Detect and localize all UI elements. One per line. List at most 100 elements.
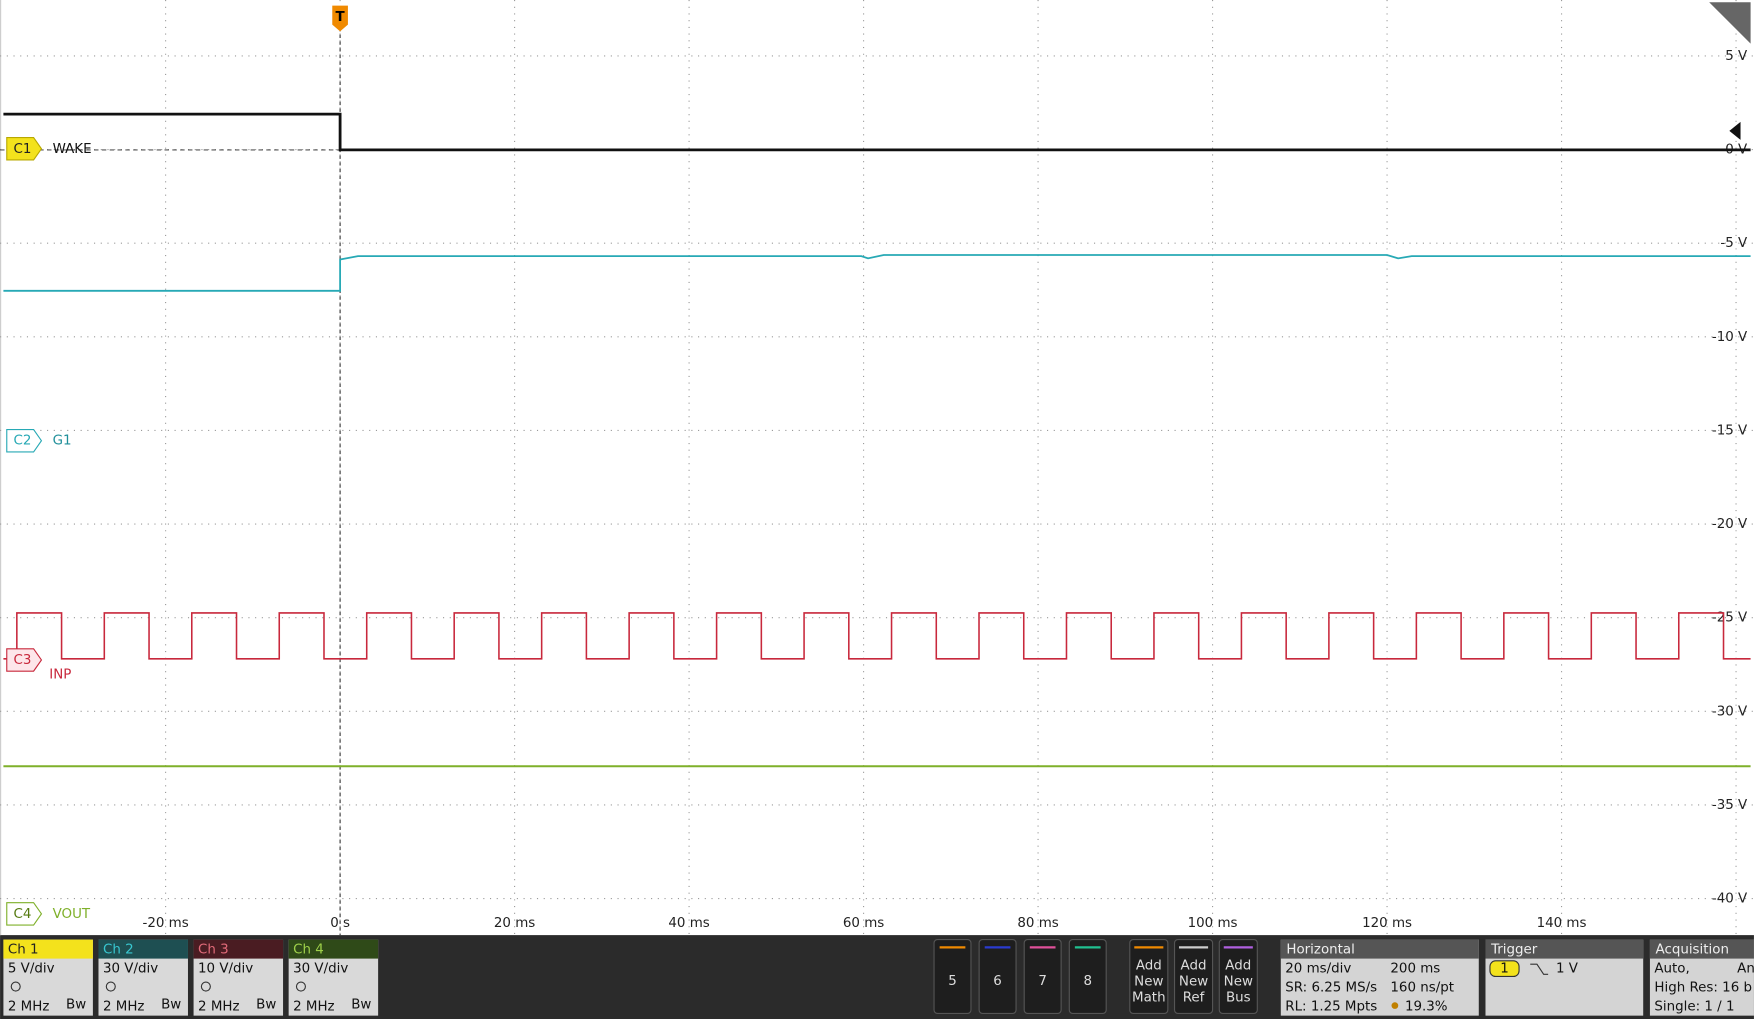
panel-title: Trigger: [1490, 943, 1538, 958]
status-dot: [1391, 1002, 1399, 1009]
bw-flag: Bw: [161, 997, 181, 1012]
channel-bandwidth: 2 MHz: [293, 1000, 334, 1015]
button-label: 5: [948, 974, 957, 989]
probe-icon: [105, 981, 116, 992]
add-button[interactable]: [1129, 939, 1169, 1014]
x-axis-label: 100 ms: [1188, 916, 1238, 931]
channel-name: VOUT: [53, 907, 91, 922]
horizontal-value: 19.3%: [1405, 1000, 1448, 1015]
add-button-label: Add: [1225, 958, 1251, 973]
x-axis-label: 120 ms: [1362, 916, 1412, 931]
channel-name: G1: [53, 434, 72, 449]
y-axis-label: -15 V: [1712, 423, 1748, 438]
channel-badge: [6, 137, 43, 161]
add-button[interactable]: [1218, 939, 1258, 1014]
add-button-label: Ref: [1183, 991, 1205, 1006]
add-button-label: New: [1224, 975, 1253, 990]
y-axis-label: -20 V: [1712, 517, 1748, 532]
button-label: 8: [1083, 974, 1092, 989]
channel-scale: 30 V/div: [293, 962, 348, 977]
channel-name: INP: [49, 667, 71, 682]
channel-badge: [6, 648, 43, 672]
x-axis-label: -20 ms: [142, 916, 188, 931]
add-button-label: Add: [1136, 958, 1162, 973]
x-axis-label: 40 ms: [668, 916, 709, 931]
channel-bandwidth: 2 MHz: [8, 1000, 49, 1015]
channel-title: Ch 4: [293, 943, 324, 958]
math-button[interactable]: [1023, 939, 1062, 1014]
channel-badge-text: C1: [13, 142, 31, 157]
plot-bg: [0, 0, 1754, 935]
channel-name: WAKE: [53, 142, 92, 157]
acquisition-value: Single: 1 / 1: [1654, 1000, 1734, 1015]
trigger-marker: [332, 5, 348, 32]
channel-scale: 5 V/div: [8, 962, 55, 977]
acquisition-value: Auto,: [1654, 962, 1689, 977]
channel-badge-text: C2: [13, 434, 31, 449]
trigger-source: 1: [1500, 962, 1509, 977]
horizontal-value: 20 ms/div: [1285, 962, 1351, 977]
panel-title: Horizontal: [1286, 943, 1354, 958]
y-axis-label: -25 V: [1712, 611, 1748, 626]
zoom-corner[interactable]: [1709, 2, 1751, 44]
channel-scale: 30 V/div: [103, 962, 158, 977]
channel-panel-header: [3, 939, 93, 959]
panel-header: [1280, 939, 1479, 959]
trace-ch3: [3, 612, 1751, 660]
add-button-label: New: [1134, 975, 1163, 990]
panel-header: [1485, 939, 1644, 959]
horizontal-value: 200 ms: [1390, 962, 1440, 977]
math-button[interactable]: [933, 939, 972, 1014]
add-button-label: Bus: [1226, 991, 1251, 1006]
math-button[interactable]: [1068, 939, 1107, 1014]
channel-scale: 10 V/div: [198, 962, 253, 977]
trigger-source-badge: [1489, 960, 1520, 978]
horizontal-value: RL: 1.25 Mpts: [1285, 1000, 1377, 1015]
slope-icon: [1530, 963, 1549, 975]
acquisition-value: An: [1737, 962, 1754, 977]
channel-badge-text: C4: [13, 907, 31, 922]
x-axis-label: 140 ms: [1537, 916, 1587, 931]
panel-title: Acquisition: [1656, 943, 1729, 958]
panel-header: [1649, 939, 1754, 959]
add-button-label: Add: [1181, 958, 1207, 973]
add-button-label: New: [1179, 975, 1208, 990]
probe-icon: [295, 981, 306, 992]
trace-ch2: [3, 254, 1751, 292]
button-label: 6: [993, 974, 1002, 989]
trace-ch1: [3, 112, 1751, 152]
acquisition-value: High Res: 16 b: [1654, 981, 1752, 996]
probe-icon: [10, 981, 21, 992]
channel-title: Ch 1: [8, 943, 39, 958]
channel-title: Ch 3: [198, 943, 229, 958]
y-axis-label: 5 V: [1725, 49, 1748, 64]
channel-badge-text: C3: [13, 653, 31, 668]
channel-panel-header: [193, 939, 284, 959]
button-label: 7: [1038, 974, 1047, 989]
channel-bandwidth: 2 MHz: [198, 1000, 239, 1015]
bw-flag: Bw: [66, 997, 86, 1012]
x-axis-label: 60 ms: [843, 916, 884, 931]
add-button-label: Math: [1132, 991, 1166, 1006]
y-axis-label: -10 V: [1712, 330, 1748, 345]
y-axis-label: -5 V: [1720, 236, 1748, 251]
horizontal-value: SR: 6.25 MS/s: [1285, 981, 1377, 996]
horizontal-value: 160 ns/pt: [1390, 981, 1454, 996]
trigger-marker-label: T: [336, 10, 346, 25]
bw-flag: Bw: [351, 997, 371, 1012]
channel-panel-header: [98, 939, 188, 959]
y-axis-label: -40 V: [1712, 892, 1748, 907]
channel-panel-header: [288, 939, 379, 959]
channel-title: Ch 2: [103, 943, 134, 958]
math-button[interactable]: [978, 939, 1017, 1014]
add-button[interactable]: [1173, 939, 1214, 1014]
trigger-level: 1 V: [1556, 962, 1579, 977]
x-axis-label: 80 ms: [1017, 916, 1058, 931]
bw-flag: Bw: [256, 997, 276, 1012]
level-arrow: [1729, 121, 1741, 140]
channel-badge: [6, 902, 43, 926]
x-axis-label: 20 ms: [494, 916, 535, 931]
channel-bandwidth: 2 MHz: [103, 1000, 144, 1015]
